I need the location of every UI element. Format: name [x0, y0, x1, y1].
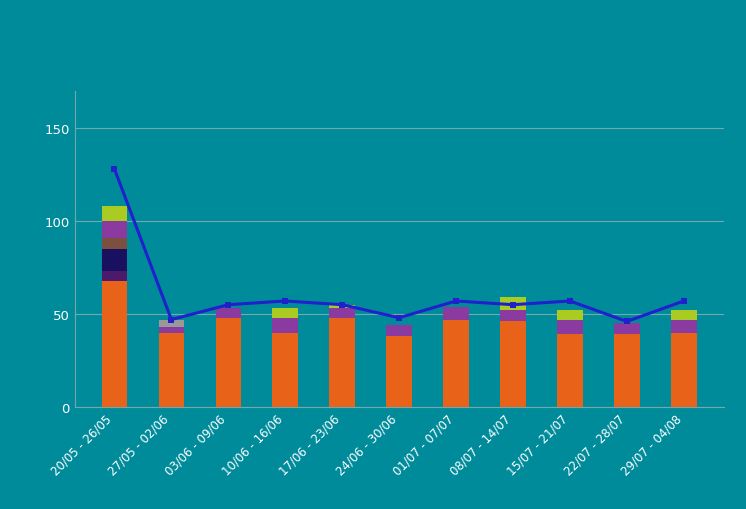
- Bar: [272, 309, 298, 318]
- Bar: [500, 322, 526, 407]
- Bar: [614, 324, 639, 335]
- Bar: [500, 310, 526, 322]
- Bar: [443, 320, 468, 407]
- Bar: [101, 221, 128, 238]
- Bar: [272, 318, 298, 333]
- Bar: [386, 336, 412, 407]
- Bar: [671, 320, 697, 333]
- Bar: [159, 320, 184, 327]
- Bar: [557, 335, 583, 407]
- Bar: [330, 305, 355, 309]
- Bar: [557, 320, 583, 335]
- Bar: [671, 310, 697, 320]
- Bar: [386, 326, 412, 336]
- Bar: [272, 333, 298, 407]
- Bar: [101, 249, 128, 272]
- Bar: [330, 309, 355, 318]
- Bar: [101, 272, 128, 281]
- Bar: [159, 333, 184, 407]
- Bar: [443, 307, 468, 320]
- Bar: [101, 207, 128, 221]
- Bar: [159, 327, 184, 333]
- Bar: [557, 310, 583, 320]
- Bar: [101, 238, 128, 249]
- Bar: [500, 298, 526, 310]
- Bar: [671, 333, 697, 407]
- Bar: [614, 335, 639, 407]
- Bar: [216, 309, 241, 318]
- Bar: [216, 318, 241, 407]
- Bar: [101, 281, 128, 407]
- Bar: [330, 318, 355, 407]
